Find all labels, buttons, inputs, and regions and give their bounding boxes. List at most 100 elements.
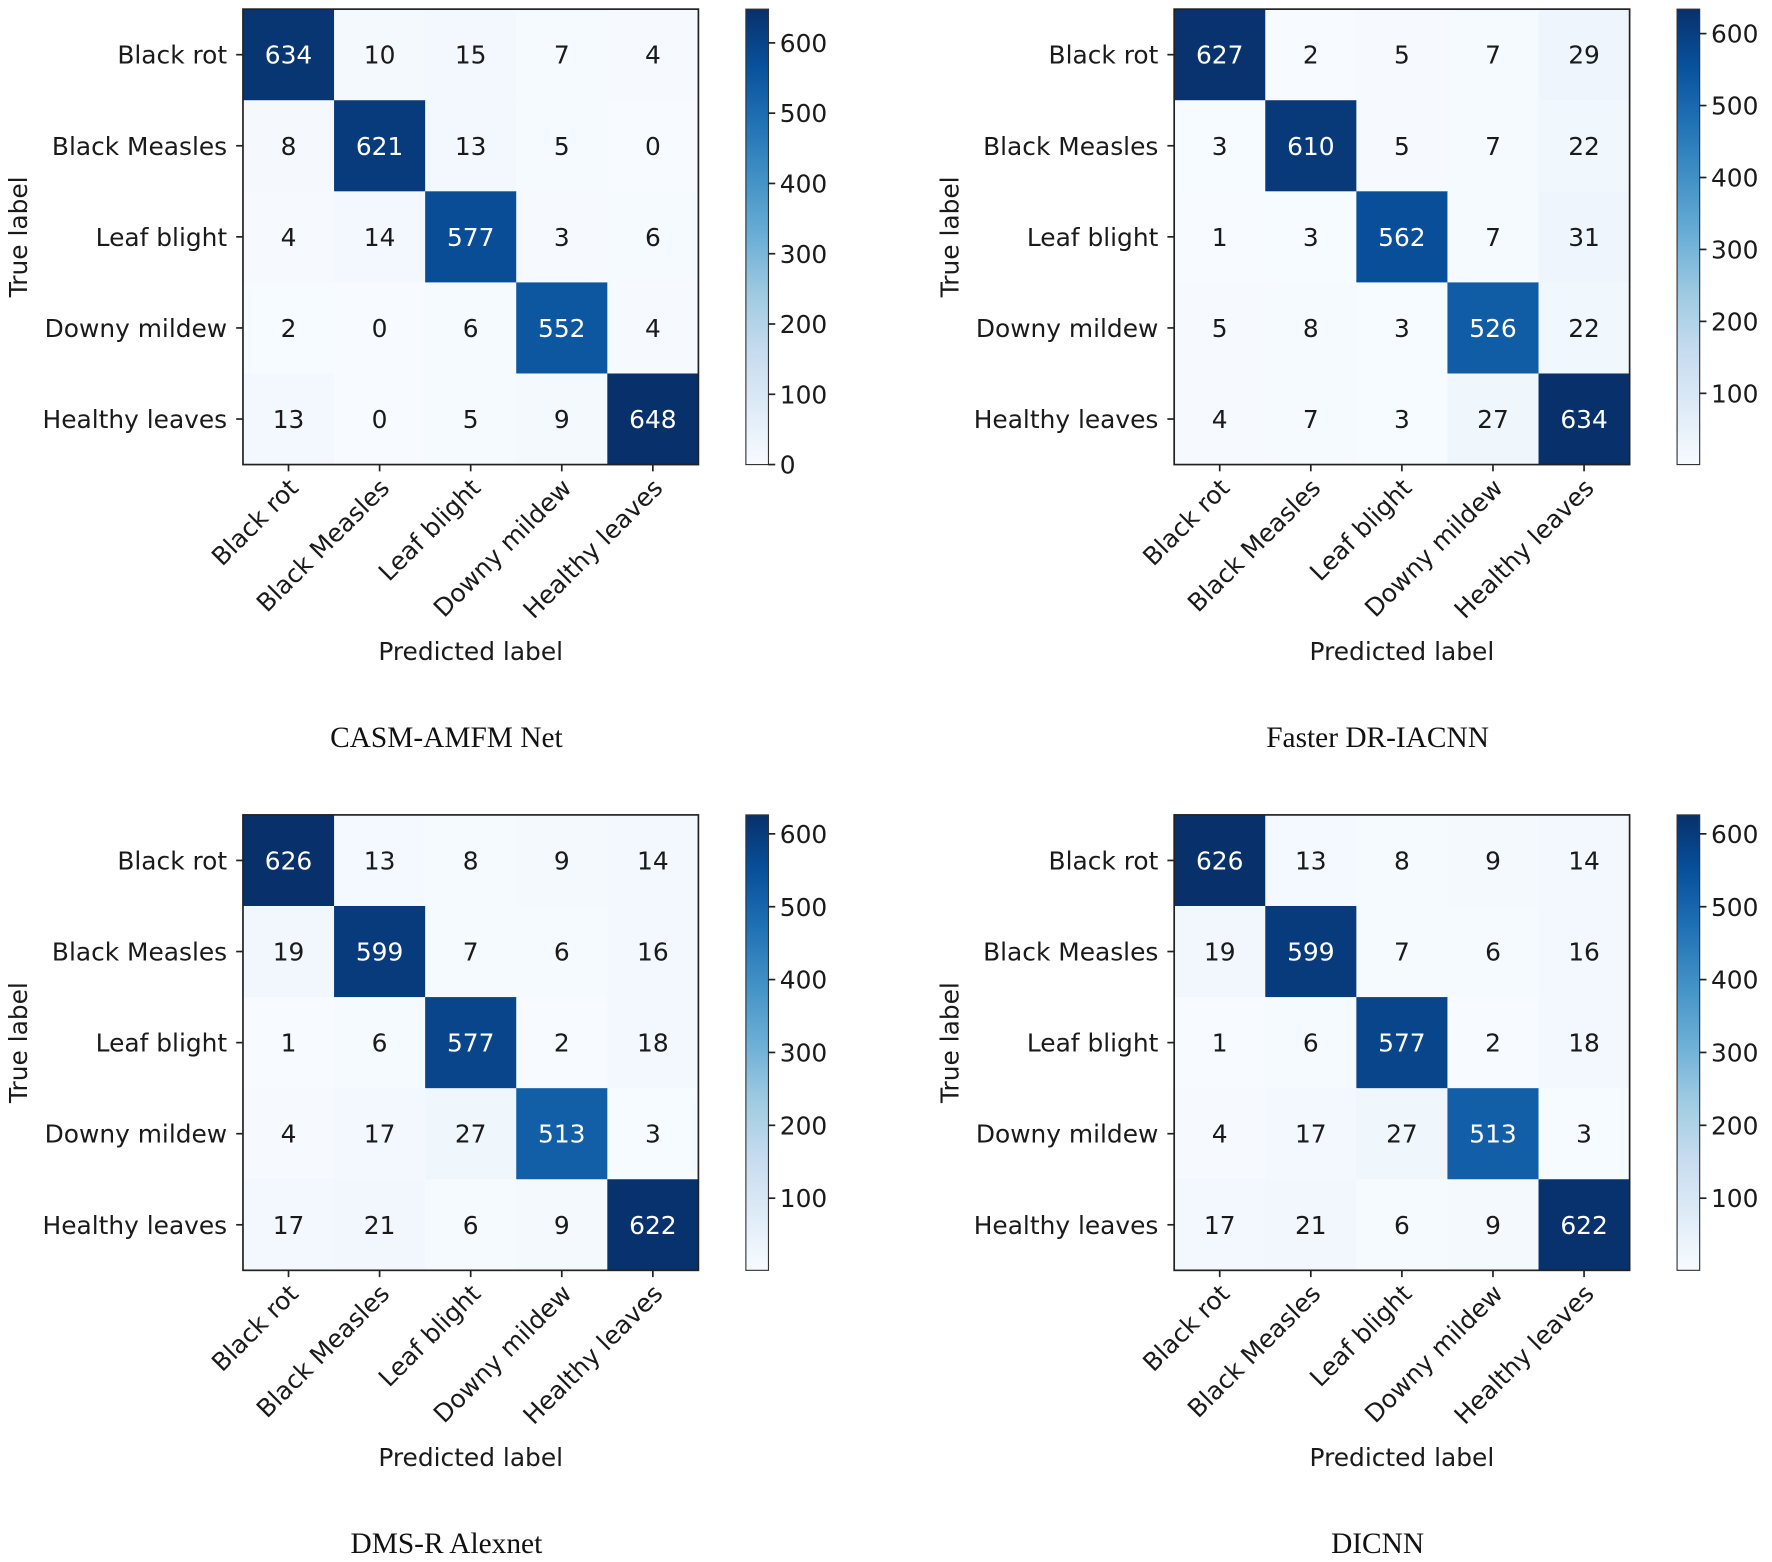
cell-value-label: 4: [645, 314, 661, 343]
cell-value-label: 8: [1394, 846, 1410, 875]
cell-value-label: 22: [1568, 132, 1600, 161]
cell-value-label: 0: [645, 132, 661, 161]
x-tick-label: Black rot: [206, 473, 304, 571]
matrix-cell: [516, 997, 608, 1089]
y-tick-label: Leaf blight: [1027, 223, 1159, 252]
cell-value-label: 7: [463, 938, 479, 967]
matrix-cell: [516, 814, 608, 907]
cell-value-label: 14: [1568, 846, 1600, 875]
colorbar-tick-label: 400: [1711, 164, 1758, 193]
cell-value-label: 577: [447, 1029, 494, 1058]
cell-value-label: 634: [1560, 405, 1607, 434]
matrix-cell: [1538, 373, 1631, 466]
cell-value-label: 6: [463, 1211, 479, 1240]
matrix-cell: [1356, 100, 1448, 192]
matrix-cell: [516, 191, 608, 283]
cell-value-label: 3: [1212, 132, 1228, 161]
cell-value-label: 6: [645, 223, 661, 252]
panel-caption: DICNN: [1331, 1528, 1424, 1560]
matrix-cell: [1447, 100, 1540, 192]
cell-value-label: 634: [265, 41, 312, 70]
cell-value-label: 622: [629, 1211, 676, 1240]
cell-value-label: 3: [1576, 1120, 1592, 1149]
confusion-matrix-panel: 634 10 15 7 4 8 621 13 5 0 4 14 577 3 6 2 0 6 552 4 13 0 5 9 648…: [4, 8, 827, 754]
cell-value-label: 552: [538, 314, 585, 343]
cell-value-label: 13: [1295, 846, 1327, 875]
colorbar-tick-label: 200: [1711, 307, 1758, 336]
matrix-cell: [516, 1179, 608, 1271]
matrix-cell: [607, 9, 699, 101]
colorbar-tick-label: 400: [780, 169, 827, 198]
cell-value-label: 7: [554, 41, 570, 70]
matrix-cell: [334, 814, 426, 907]
cell-value-label: 3: [645, 1120, 661, 1149]
x-tick-label: Black rot: [1137, 1279, 1235, 1377]
colorbar-tick-label: 400: [1711, 966, 1758, 995]
colorbar-tick-label: 100: [780, 1184, 827, 1213]
colorbar-tick-label: 100: [1711, 1184, 1758, 1213]
cell-value-label: 16: [1568, 938, 1600, 967]
cell-value-label: 27: [1386, 1120, 1418, 1149]
x-tick-label: Black rot: [1137, 473, 1235, 571]
matrix-cell: [425, 100, 517, 192]
matrix-cell: [1447, 282, 1540, 375]
matrix-cell: [242, 9, 335, 101]
cell-value-label: 3: [1394, 405, 1410, 434]
matrix-cell: [607, 1179, 699, 1271]
matrix-cell: [607, 373, 699, 466]
cell-value-label: 622: [1560, 1211, 1607, 1240]
matrix-cell: [1356, 1088, 1448, 1180]
matrix-cell: [1538, 100, 1631, 192]
matrix-cell: [425, 191, 517, 283]
cell-value-label: 599: [1287, 938, 1334, 967]
matrix-cell: [1538, 1088, 1631, 1180]
matrix-cell: [1447, 1088, 1540, 1180]
cell-value-label: 3: [1303, 223, 1319, 252]
matrix-cell: [1356, 373, 1448, 466]
matrix-cell: [425, 9, 517, 101]
cell-value-label: 7: [1303, 405, 1319, 434]
y-tick-label: Downy mildew: [45, 314, 228, 343]
matrix-cell: [242, 191, 335, 283]
cell-value-label: 8: [463, 846, 479, 875]
cell-value-label: 17: [364, 1120, 396, 1149]
colorbar: [1676, 8, 1701, 466]
cell-value-label: 577: [447, 223, 494, 252]
matrix-cell: [1447, 9, 1540, 101]
cell-value-label: 0: [372, 314, 388, 343]
cell-value-label: 6: [1485, 938, 1501, 967]
matrix-cell: [607, 282, 699, 375]
cell-value-label: 5: [554, 132, 570, 161]
cell-value-label: 2: [1485, 1029, 1501, 1058]
colorbar-tick-label: 200: [1711, 1111, 1758, 1140]
y-tick-label: Healthy leaves: [43, 1211, 228, 1240]
matrix-cell: [1447, 191, 1540, 283]
x-axis-label: Predicted label: [378, 637, 563, 666]
cell-value-label: 5: [463, 405, 479, 434]
x-axis-label: Predicted label: [378, 1443, 563, 1472]
panel-caption: DMS-R Alexnet: [351, 1528, 543, 1560]
cell-value-label: 4: [1212, 405, 1228, 434]
matrix-cell: [334, 100, 426, 192]
matrix-cell: [607, 191, 699, 283]
cell-value-label: 7: [1485, 41, 1501, 70]
matrix-cell: [334, 905, 426, 998]
cell-value-label: 22: [1568, 314, 1600, 343]
matrix-cell: [1265, 373, 1357, 466]
matrix-cell: [1447, 373, 1540, 466]
cell-value-label: 1: [1212, 1029, 1228, 1058]
y-tick-label: Black Measles: [983, 132, 1158, 161]
matrix-cell: [242, 1088, 335, 1180]
matrix-cell: [1356, 814, 1448, 907]
cell-value-label: 7: [1485, 132, 1501, 161]
y-tick-label: Black rot: [117, 41, 227, 70]
y-axis-label: True label: [4, 982, 33, 1104]
cell-value-label: 27: [1477, 405, 1509, 434]
matrix-cell: [1356, 905, 1448, 998]
colorbar-tick-label: 400: [780, 966, 827, 995]
cell-value-label: 18: [637, 1029, 669, 1058]
colorbar-tick-label: 300: [1711, 235, 1758, 264]
colorbar-tick-label: 600: [1711, 20, 1758, 49]
matrix-cell: [516, 9, 608, 101]
cell-value-label: 14: [637, 846, 669, 875]
